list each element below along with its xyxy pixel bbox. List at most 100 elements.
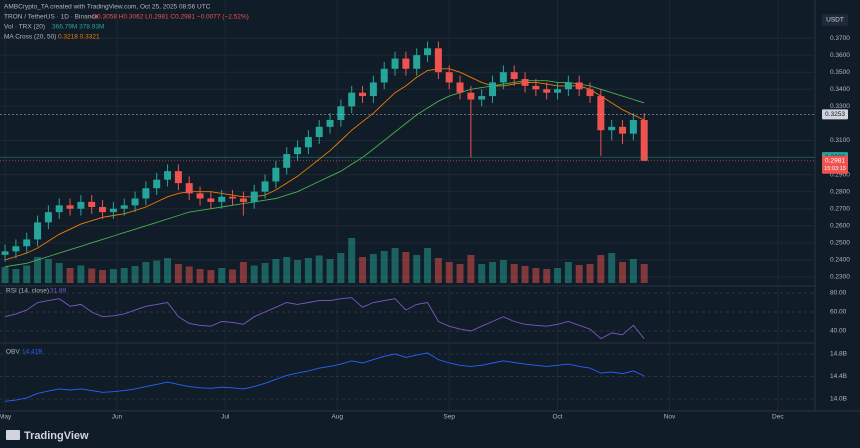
- volume-bar: [142, 262, 150, 283]
- candle-body: [575, 82, 583, 90]
- volume-bar: [283, 257, 291, 283]
- y-tick-label: 0.3400: [830, 86, 850, 93]
- y-tick-label: 0.2400: [830, 257, 850, 264]
- volume-bar: [586, 264, 594, 283]
- x-tick-label: Sep: [443, 414, 455, 421]
- volume-bar: [239, 262, 247, 283]
- author-line: AMBCrypto_TA created with TradingView.co…: [4, 4, 211, 11]
- y-tick-label: 0.3100: [830, 137, 850, 144]
- logo-icon[interactable]: [6, 430, 20, 440]
- candle-body: [23, 239, 31, 247]
- volume-bar: [391, 248, 399, 283]
- volume-bar: [120, 268, 128, 283]
- volume-bar: [499, 260, 507, 283]
- x-tick-label: Dec: [772, 414, 784, 421]
- candle-body: [261, 181, 269, 192]
- price-label: 0.3253: [825, 111, 845, 118]
- plot-layer: May Jun Jul Aug Sep Oct Nov Dec 0.2300 0.2400 0.25…: [0, 0, 850, 421]
- candle-body: [337, 106, 345, 120]
- candle-body: [250, 191, 258, 202]
- y-tick-label: 0.3300: [830, 103, 850, 110]
- currency[interactable]: USDT: [826, 17, 844, 24]
- volume-bar: [77, 265, 85, 283]
- volume-bar: [153, 260, 161, 283]
- ohlc: O0.3058 H0.3062 L0.2981 C0.2981 −0.0077 …: [92, 14, 249, 21]
- candle-body: [554, 89, 562, 93]
- volume-bar: [131, 266, 139, 283]
- candle-body: [499, 72, 507, 83]
- candle-body: [315, 126, 323, 138]
- volume-bar: [445, 262, 453, 283]
- y-tick-label: 0.3600: [830, 52, 850, 59]
- y-tick-label: 40.00: [830, 328, 847, 335]
- volume-bar: [543, 269, 551, 283]
- volume-bar: [250, 265, 258, 283]
- last-price-box: [822, 155, 848, 174]
- candle-body: [413, 55, 421, 69]
- candle-body: [629, 119, 637, 134]
- candle-body: [348, 92, 356, 107]
- y-tick-label: 14.0B: [830, 396, 847, 403]
- y-tick-label: 60.00: [830, 309, 847, 316]
- indicator-line: [4, 297, 645, 340]
- volume-bar: [272, 259, 280, 283]
- candle-body: [619, 126, 627, 134]
- candle-body: [109, 208, 117, 213]
- y-tick-label: 0.2300: [830, 274, 850, 281]
- candle-body: [229, 196, 237, 199]
- volume-bar: [44, 259, 52, 283]
- volume-bar: [348, 238, 356, 283]
- y-tick-label: 14.8B: [830, 351, 847, 358]
- logo[interactable]: TradingView: [6, 430, 89, 442]
- y-tick-label: 0.3500: [830, 69, 850, 76]
- y-tick-label: 0.2800: [830, 188, 850, 195]
- volume-bar: [434, 258, 442, 283]
- volume-bar: [218, 268, 226, 283]
- volume-bar: [196, 269, 204, 283]
- volume-bar: [99, 270, 107, 283]
- volume-bar: [478, 264, 486, 283]
- candle-body: [597, 96, 605, 131]
- candle-body: [434, 48, 442, 73]
- volume-bar: [467, 255, 475, 283]
- candle-body: [34, 222, 42, 240]
- candle-body: [304, 137, 312, 148]
- y-tick-label: 0.2900: [830, 171, 850, 178]
- ma-values: 0.3218 0.3321: [58, 34, 100, 41]
- volume-bar: [402, 252, 410, 283]
- countdown: 15:03:13: [824, 166, 845, 172]
- volume-bar: [456, 264, 464, 283]
- volume-bar: [489, 262, 497, 283]
- currency-box[interactable]: [822, 14, 848, 26]
- volume-bar: [23, 265, 31, 283]
- y-tick-label: 0.2500: [830, 240, 850, 247]
- volume-bar: [359, 257, 367, 283]
- candle-body: [55, 205, 63, 213]
- footer-brand[interactable]: TradingView: [24, 430, 89, 442]
- volume-bar: [304, 258, 312, 283]
- volume-bar: [66, 268, 74, 283]
- volume-bar: [294, 260, 302, 283]
- volume-bar: [532, 268, 540, 283]
- volume-bar: [510, 264, 518, 283]
- volume-bar: [337, 253, 345, 283]
- volume-bar: [174, 264, 182, 283]
- candle-body: [77, 201, 85, 209]
- x-tick-label: Aug: [331, 414, 343, 421]
- y-tick-label: 0.2700: [830, 205, 850, 212]
- candle-body: [640, 119, 648, 161]
- candle-body: [564, 82, 572, 90]
- rsi-value: 31.89: [50, 288, 67, 295]
- ma-label: MA Cross (20, 50): [4, 34, 56, 41]
- moving-average: [5, 80, 645, 268]
- candle-body: [1, 251, 9, 255]
- candle-body: [456, 82, 464, 93]
- candle-body: [521, 79, 529, 86]
- volume-bar: [575, 265, 583, 283]
- price-label-box: [822, 109, 848, 120]
- volume-bar: [55, 263, 63, 283]
- volume-bar: [229, 269, 237, 283]
- candle-body: [196, 193, 204, 199]
- candle-body: [586, 89, 594, 97]
